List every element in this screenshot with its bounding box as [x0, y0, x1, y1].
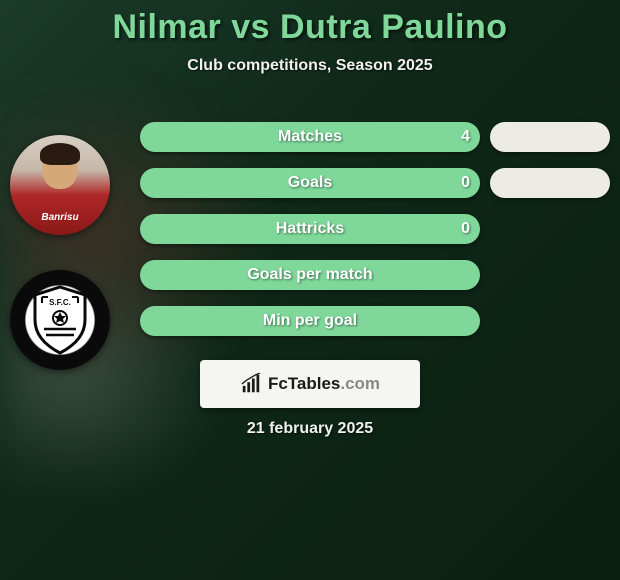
brand-bold: Fc: [268, 374, 288, 393]
attribution-text: FcTables.com: [268, 374, 380, 394]
avatar-column: Banrisu S.F.C.: [10, 135, 110, 405]
club-badge-text: S.F.C.: [49, 298, 71, 307]
player1-jersey-text: Banrisu: [10, 212, 110, 223]
stat-bar-goals: Goals 0: [140, 168, 480, 198]
stat-bar-matches: Matches 4: [140, 122, 480, 152]
page-title: Nilmar vs Dutra Paulino: [0, 8, 620, 47]
stat-label: Hattricks: [276, 220, 344, 238]
stat-value-player1: 0: [461, 174, 470, 192]
stats-bars: Matches 4 Goals 0 Hattricks 0 Goals per …: [140, 122, 480, 352]
brand-rest: Tables: [288, 374, 341, 393]
footer-date: 21 february 2025: [0, 420, 620, 438]
stat-label: Matches: [278, 128, 342, 146]
stat-label: Min per goal: [263, 312, 357, 330]
stat-bar-hattricks: Hattricks 0: [140, 214, 480, 244]
stat-pill-matches: [490, 122, 610, 152]
stat-pill-goals: [490, 168, 610, 198]
stat-label: Goals: [288, 174, 332, 192]
content-root: Nilmar vs Dutra Paulino Club competition…: [0, 0, 620, 580]
page-subtitle: Club competitions, Season 2025: [0, 57, 620, 75]
stat-label: Goals per match: [247, 266, 372, 284]
chart-icon: [240, 373, 262, 395]
stat-value-player1: 4: [461, 128, 470, 146]
stats-pills-player2: [490, 122, 610, 214]
stat-value-player1: 0: [461, 220, 470, 238]
player2-club-badge: S.F.C.: [10, 270, 110, 370]
attribution-box: FcTables.com: [200, 360, 420, 408]
player1-avatar: Banrisu: [10, 135, 110, 235]
stat-bar-min-per-goal: Min per goal: [140, 306, 480, 336]
brand-suffix: .com: [340, 374, 380, 393]
stat-bar-goals-per-match: Goals per match: [140, 260, 480, 290]
club-badge-icon: S.F.C.: [30, 285, 90, 355]
